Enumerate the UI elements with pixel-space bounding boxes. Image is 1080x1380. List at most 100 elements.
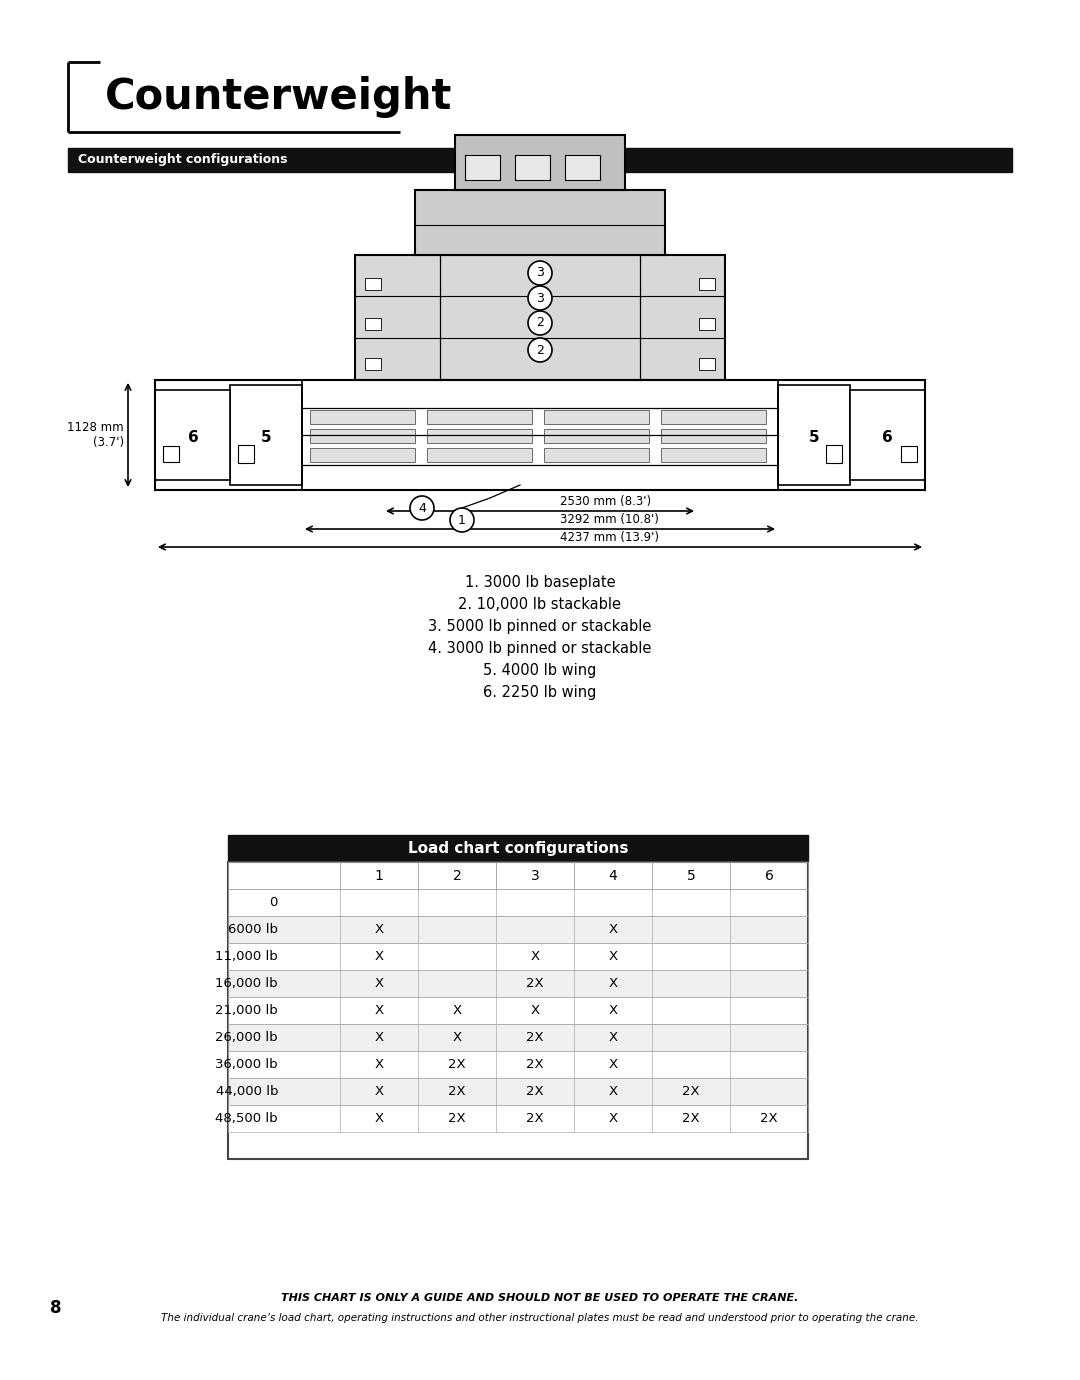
Text: X: X <box>530 1005 540 1017</box>
Text: 3: 3 <box>536 291 544 305</box>
Text: 2X: 2X <box>526 1085 544 1098</box>
Text: 2: 2 <box>536 344 544 356</box>
Bar <box>544 448 649 462</box>
Text: X: X <box>375 923 383 936</box>
Text: 3. 5000 lb pinned or stackable: 3. 5000 lb pinned or stackable <box>429 620 651 633</box>
Text: X: X <box>608 977 618 989</box>
Bar <box>228 1052 808 1078</box>
Text: X: X <box>608 949 618 963</box>
Text: 4: 4 <box>609 868 618 882</box>
Text: THIS CHART IS ONLY A GUIDE AND SHOULD NOT BE USED TO OPERATE THE CRANE.: THIS CHART IS ONLY A GUIDE AND SHOULD NO… <box>281 1293 799 1303</box>
Text: 21,000 lb: 21,000 lb <box>215 1005 278 1017</box>
Bar <box>826 444 842 464</box>
Text: X: X <box>375 977 383 989</box>
Text: 11,000 lb: 11,000 lb <box>215 949 278 963</box>
Text: 2X: 2X <box>448 1085 465 1098</box>
Circle shape <box>528 310 552 335</box>
Bar <box>901 446 917 462</box>
Text: X: X <box>375 1085 383 1098</box>
Text: 1: 1 <box>375 868 383 882</box>
Bar <box>365 277 381 290</box>
Bar <box>699 317 715 330</box>
Circle shape <box>528 338 552 362</box>
Bar <box>515 155 550 179</box>
Text: 1128 mm
(3.7'): 1128 mm (3.7') <box>67 421 124 448</box>
Text: X: X <box>375 949 383 963</box>
Text: 2X: 2X <box>448 1058 465 1071</box>
Text: X: X <box>608 1005 618 1017</box>
Bar <box>228 835 808 862</box>
Text: 2X: 2X <box>683 1112 700 1125</box>
Circle shape <box>450 508 474 533</box>
Bar <box>238 444 254 464</box>
Text: 16,000 lb: 16,000 lb <box>215 977 278 989</box>
Text: 48,500 lb: 48,500 lb <box>215 1112 278 1125</box>
Bar <box>310 429 415 443</box>
Bar <box>365 357 381 370</box>
Text: X: X <box>453 1005 461 1017</box>
Bar <box>565 155 600 179</box>
Text: X: X <box>608 923 618 936</box>
Text: X: X <box>608 1031 618 1045</box>
Text: 6. 2250 lb wing: 6. 2250 lb wing <box>484 684 596 700</box>
Circle shape <box>528 261 552 286</box>
Bar <box>778 385 850 484</box>
Text: 2X: 2X <box>526 977 544 989</box>
Text: 2. 10,000 lb stackable: 2. 10,000 lb stackable <box>459 598 621 611</box>
Bar <box>661 448 766 462</box>
Bar <box>228 1078 808 1105</box>
Bar <box>427 448 532 462</box>
Text: 5. 4000 lb wing: 5. 4000 lb wing <box>484 662 596 678</box>
Bar <box>661 429 766 443</box>
Bar <box>68 148 1012 172</box>
Bar <box>465 155 500 179</box>
Bar <box>230 385 302 484</box>
Bar <box>228 1024 808 1052</box>
Bar <box>355 255 725 380</box>
Text: X: X <box>608 1112 618 1125</box>
Text: 2X: 2X <box>526 1058 544 1071</box>
Bar <box>427 429 532 443</box>
Text: 3: 3 <box>530 868 539 882</box>
Bar <box>228 943 808 970</box>
Text: 6: 6 <box>188 431 199 446</box>
Text: 4237 mm (13.9'): 4237 mm (13.9') <box>561 531 659 544</box>
Bar <box>661 410 766 424</box>
Text: 2X: 2X <box>526 1031 544 1045</box>
Text: 0: 0 <box>270 896 278 909</box>
Text: 2X: 2X <box>683 1085 700 1098</box>
Bar <box>415 190 665 255</box>
Text: 1. 3000 lb baseplate: 1. 3000 lb baseplate <box>464 575 616 591</box>
Text: 2X: 2X <box>760 1112 778 1125</box>
Text: Counterweight configurations: Counterweight configurations <box>78 153 287 167</box>
Text: Counterweight: Counterweight <box>105 76 453 119</box>
Bar <box>365 317 381 330</box>
Text: 2: 2 <box>453 868 461 882</box>
Bar <box>455 135 625 190</box>
Text: X: X <box>375 1112 383 1125</box>
Text: 2530 mm (8.3'): 2530 mm (8.3') <box>561 495 651 508</box>
Bar <box>228 916 808 943</box>
Text: 4. 3000 lb pinned or stackable: 4. 3000 lb pinned or stackable <box>429 640 651 656</box>
Bar <box>228 970 808 996</box>
Circle shape <box>410 495 434 520</box>
Text: 5: 5 <box>260 431 271 446</box>
Text: 2X: 2X <box>448 1112 465 1125</box>
Text: 5: 5 <box>809 431 820 446</box>
Bar <box>427 410 532 424</box>
Circle shape <box>528 286 552 310</box>
Text: 6: 6 <box>881 431 892 446</box>
Bar <box>699 277 715 290</box>
Text: X: X <box>375 1031 383 1045</box>
Text: Load chart conﬁgurations: Load chart conﬁgurations <box>408 840 629 856</box>
Text: X: X <box>375 1058 383 1071</box>
Text: X: X <box>453 1031 461 1045</box>
Text: The individual crane’s load chart, operating instructions and other instructiona: The individual crane’s load chart, opera… <box>161 1312 919 1323</box>
Text: 36,000 lb: 36,000 lb <box>215 1058 278 1071</box>
Text: 3292 mm (10.8'): 3292 mm (10.8') <box>561 513 659 526</box>
Bar <box>699 357 715 370</box>
Text: 26,000 lb: 26,000 lb <box>215 1031 278 1045</box>
Text: X: X <box>530 949 540 963</box>
Bar <box>163 446 179 462</box>
Bar <box>850 391 924 480</box>
